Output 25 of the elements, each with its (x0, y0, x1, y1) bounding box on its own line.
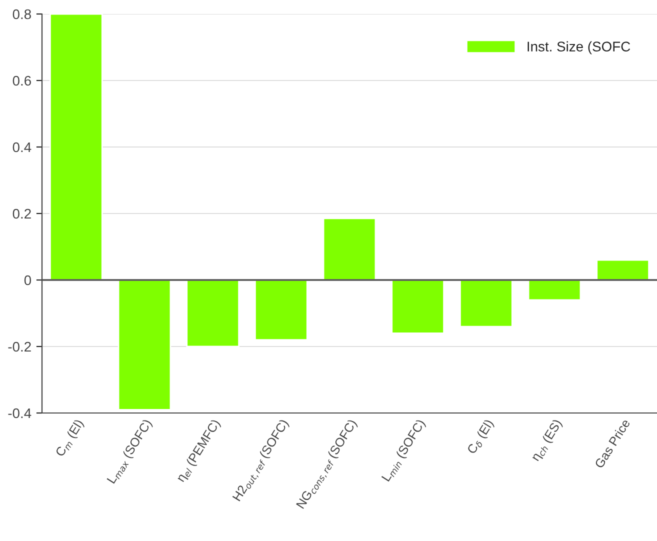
bar (186, 279, 240, 348)
bar (50, 14, 103, 281)
y-tick-label: 0.8 (12, 9, 31, 20)
bar (528, 279, 582, 301)
x-tick-label: L$_{min}$ (SOFC) (381, 418, 428, 483)
bar (118, 279, 172, 410)
bar (391, 279, 444, 334)
x-tick-label: L$_{max}$ (SOFC) (106, 418, 154, 486)
bar (322, 218, 376, 281)
x-tick-label: NG$_{cons,ref}$ (SOFC) (296, 418, 360, 510)
y-tick-label: 0.4 (12, 142, 32, 152)
y-tick-label: 0.2 (12, 208, 31, 219)
y-tick-label: 0.6 (12, 76, 31, 86)
bar (596, 259, 650, 281)
legend-label: Inst. Size (SOFC (528, 41, 630, 54)
bar (254, 279, 308, 341)
x-tick-label: C$_{m}$ (El) (54, 418, 86, 458)
x-tick-label: C$_{δ}$ (El) (466, 418, 496, 456)
bar (460, 279, 513, 328)
x-tick-label: η$_{ch}$ (ES) (530, 418, 564, 463)
x-tick-label: η$_{el}$ (PEMFC) (176, 418, 222, 484)
y-tick-label: 0 (24, 275, 32, 286)
y-tick-label: -0.2 (8, 342, 31, 352)
y-tick-label: -0.4 (8, 408, 32, 418)
x-tick-label: H2$_{out,ref}$ (SOFC) (232, 418, 292, 504)
